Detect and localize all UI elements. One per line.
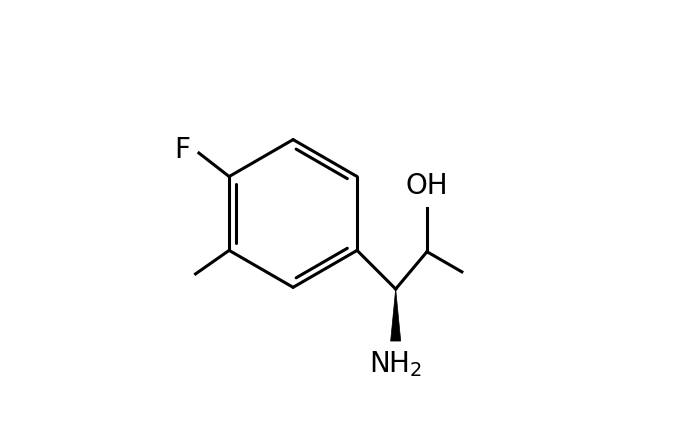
Text: NH$_2$: NH$_2$ — [369, 349, 422, 379]
Text: OH: OH — [406, 172, 448, 200]
Polygon shape — [390, 289, 401, 341]
Text: F: F — [175, 136, 190, 164]
